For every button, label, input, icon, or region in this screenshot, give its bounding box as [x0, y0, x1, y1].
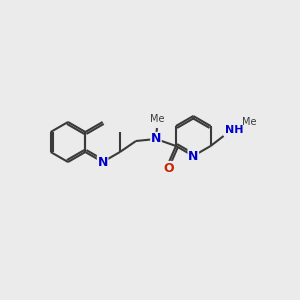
Text: Me: Me — [242, 117, 256, 127]
Text: N: N — [188, 149, 199, 163]
Text: NH: NH — [225, 125, 243, 135]
Text: O: O — [164, 161, 174, 175]
Text: Me: Me — [150, 114, 164, 124]
Text: N: N — [151, 133, 161, 146]
Text: N: N — [98, 155, 108, 169]
